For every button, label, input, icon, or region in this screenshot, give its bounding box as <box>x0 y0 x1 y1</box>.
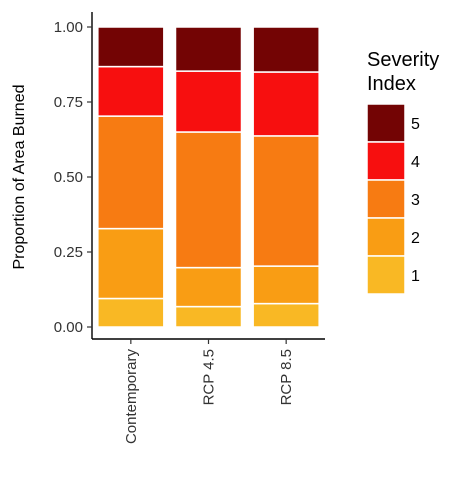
legend-key-4 <box>366 141 406 181</box>
y-tick-label: 0.25 <box>54 244 83 261</box>
legend-key-1 <box>366 255 406 295</box>
y-tick-label: 0.75 <box>54 94 83 111</box>
legend-key-3 <box>366 179 406 219</box>
legend-label-3: 3 <box>411 192 420 209</box>
legend-key-2 <box>366 217 406 257</box>
x-tick-label: RCP 4.5 <box>201 349 218 405</box>
bar-segment-rcp-4-5-severity-4 <box>174 70 243 133</box>
bar-segment-contemporary-severity-2 <box>97 227 165 300</box>
bar-segment-contemporary-severity-4 <box>97 65 165 117</box>
x-tick-label: RCP 8.5 <box>278 349 295 405</box>
legend-title: Index <box>367 73 416 95</box>
legend-label-5: 5 <box>411 116 420 133</box>
bars-layer <box>97 26 320 328</box>
legend-label-1: 1 <box>411 268 420 285</box>
bar-segment-rcp-8-5-severity-5 <box>252 26 320 73</box>
y-tick-label: 1.00 <box>54 19 83 36</box>
bar-segment-rcp-4-5-severity-3 <box>174 131 243 269</box>
y-axis-title: Proportion of Area Burned <box>11 84 28 269</box>
bar-segment-rcp-8-5-severity-4 <box>252 71 320 137</box>
bar-segment-rcp-8-5-severity-2 <box>252 265 320 305</box>
y-tick-label: 0.50 <box>54 169 83 186</box>
legend-title: Severity <box>367 49 439 71</box>
x-tick-label: Contemporary <box>123 349 140 445</box>
bar-segment-rcp-4-5-severity-5 <box>174 26 243 72</box>
bar-segment-contemporary-severity-3 <box>97 115 165 230</box>
legend-key-5 <box>366 103 406 143</box>
bar-segment-rcp-4-5-severity-1 <box>174 305 243 328</box>
bar-segment-contemporary-severity-5 <box>97 26 165 68</box>
bar-segment-rcp-8-5-severity-1 <box>252 302 320 328</box>
bar-segment-rcp-8-5-severity-3 <box>252 135 320 267</box>
y-tick-label: 0.00 <box>54 319 83 336</box>
bar-segment-rcp-4-5-severity-2 <box>174 266 243 308</box>
x-ticks: Contemporary RCP 4.5 RCP 8.5 <box>123 339 295 444</box>
y-ticks: 0.00 0.25 0.50 0.75 1.00 <box>54 19 92 336</box>
bar-segment-contemporary-severity-1 <box>97 297 165 328</box>
legend-label-4: 4 <box>411 154 420 171</box>
legend-label-2: 2 <box>411 230 420 247</box>
